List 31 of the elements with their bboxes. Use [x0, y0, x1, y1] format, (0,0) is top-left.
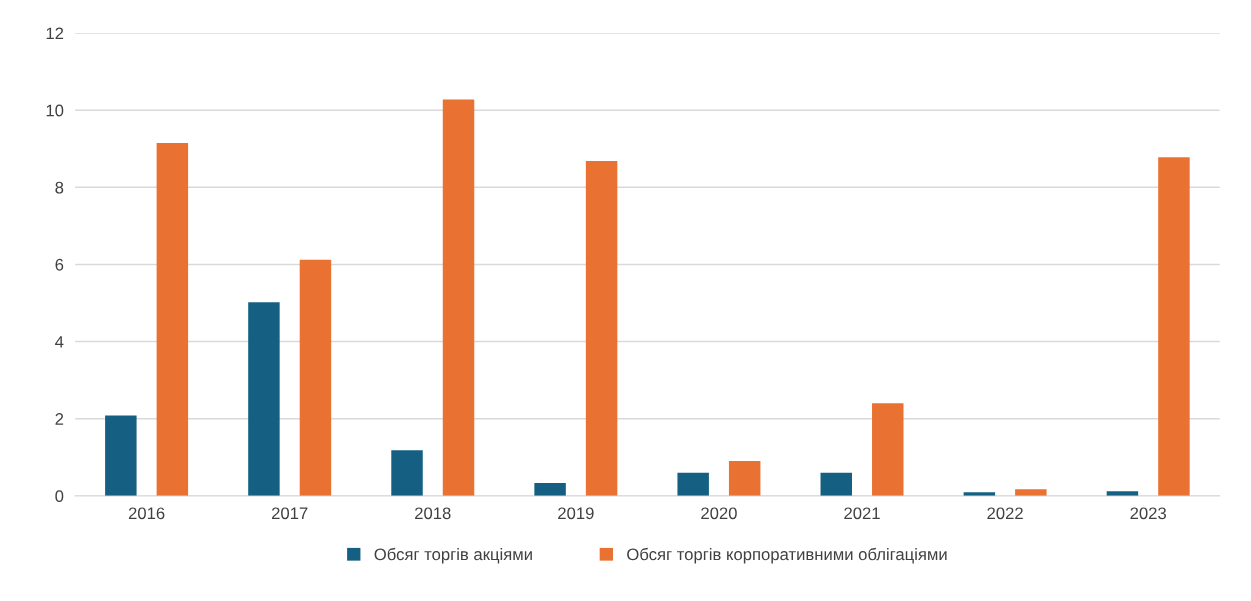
bar	[872, 403, 904, 496]
x-tick-label: 2019	[558, 507, 594, 520]
bar	[156, 142, 189, 496]
bar	[391, 450, 423, 496]
x-tick-label: 2016	[128, 507, 165, 520]
bar	[585, 161, 618, 496]
bar	[1158, 157, 1190, 496]
y-tick-label: 0	[55, 490, 64, 503]
legend-label: Обсяг торгів акціями	[374, 547, 532, 564]
bar	[534, 483, 566, 496]
x-tick-label: 2017	[271, 507, 308, 520]
bar	[299, 259, 332, 496]
bar	[105, 415, 137, 496]
x-tick-label: 2018	[415, 507, 451, 520]
bar	[248, 302, 280, 496]
bar	[820, 472, 852, 496]
x-tick-label: 2020	[701, 507, 737, 520]
x-tick-label: 2022	[987, 507, 1023, 520]
x-tick-label: 2021	[844, 507, 880, 520]
y-tick-label: 6	[55, 258, 64, 271]
y-tick-label: 12	[46, 27, 64, 40]
x-tick-label: 2023	[1130, 507, 1166, 520]
bar	[442, 99, 475, 496]
legend-label: Обсяг торгів корпоративними облігаціями	[627, 547, 947, 564]
y-tick-label: 4	[55, 336, 64, 348]
bar	[1015, 489, 1047, 496]
y-tick-label: 8	[55, 181, 64, 194]
y-tick-label: 2	[55, 413, 64, 425]
bar	[677, 472, 709, 496]
y-tick-label: 10	[46, 104, 64, 117]
bar	[728, 461, 761, 496]
